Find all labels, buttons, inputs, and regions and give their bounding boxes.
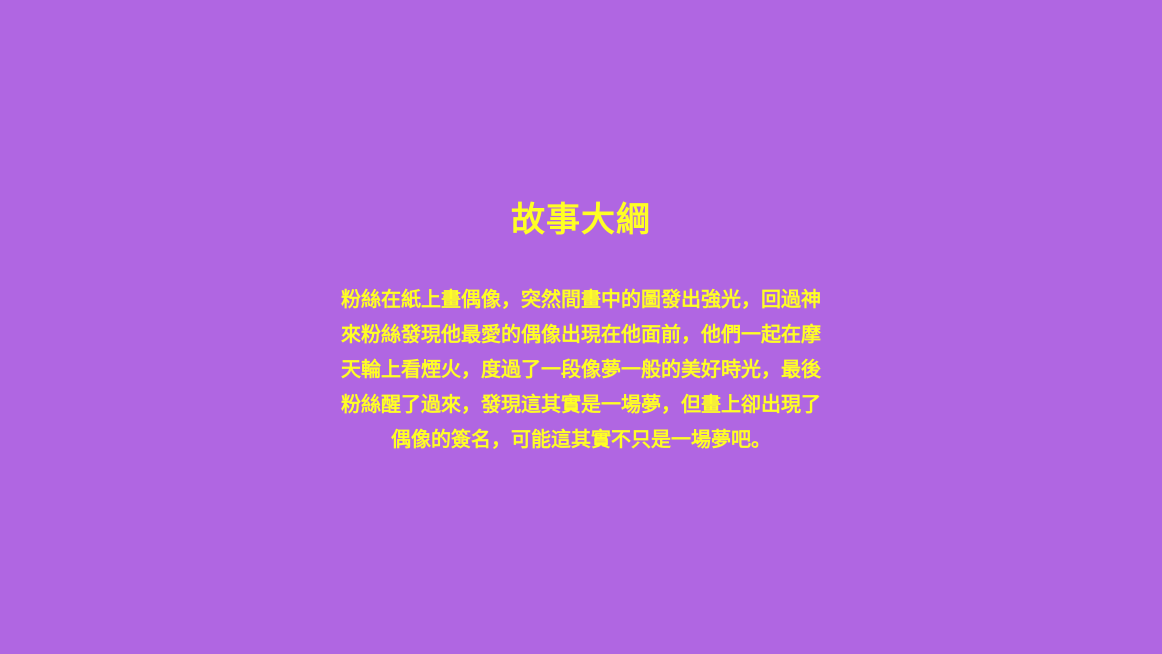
summary-line: 天輪上看煙火，度過了一段像夢一般的美好時光，最後 [341,357,821,381]
summary-line: 來粉絲發現他最愛的偶像出現在他面前，他們一起在摩 [341,322,821,346]
summary-line: 偶像的簽名，可能這其實不只是一場夢吧。 [391,427,771,451]
summary-line: 粉絲在紙上畫偶像，突然間畫中的圖發出強光，回過神 [341,287,821,311]
slide-title: 故事大綱 [511,200,651,240]
summary-line: 粉絲醒了過來，發現這其實是一場夢，但畫上卻出現了 [341,392,821,416]
summary-paragraph: 粉絲在紙上畫偶像，突然間畫中的圖發出強光，回過神 來粉絲發現他最愛的偶像出現在他… [270,282,892,457]
